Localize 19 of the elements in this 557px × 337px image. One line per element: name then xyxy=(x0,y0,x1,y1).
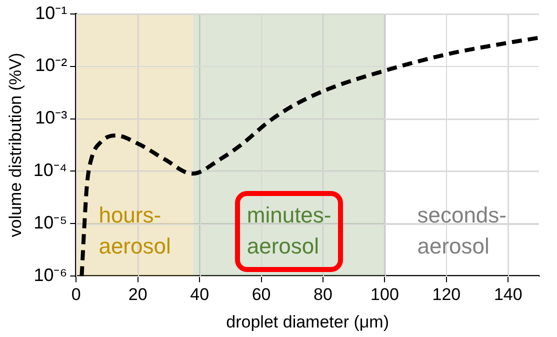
x-tick-label: 100 xyxy=(370,285,399,304)
y-tick-label: 10⁻⁵ xyxy=(34,212,68,233)
annotation: seconds- aerosol xyxy=(417,202,507,258)
band-label: hours- aerosol xyxy=(98,202,171,258)
x-tick-label: 80 xyxy=(314,285,332,304)
x-axis-title: droplet diameter (μm) xyxy=(226,312,390,332)
x-tick-label: 40 xyxy=(190,285,210,304)
y-tick-label: 10⁻⁶ xyxy=(34,265,68,286)
y-tick-label: 10⁻⁴ xyxy=(33,160,68,180)
x-tick-label: 60 xyxy=(252,285,271,304)
x-tick-label: 0 xyxy=(71,285,81,304)
y-axis-title: volume distribution (%V) xyxy=(6,52,25,238)
x-tick-label: 120 xyxy=(432,285,461,304)
x-tick-label: 20 xyxy=(128,285,148,304)
y-tick-label: 10⁻³ xyxy=(35,108,68,128)
band-label: minutes- aerosol xyxy=(246,202,332,258)
x-tick-label: 140 xyxy=(494,285,522,304)
y-tick-label: 10⁻¹ xyxy=(35,2,68,23)
y-tick-label: 10⁻² xyxy=(35,55,68,76)
